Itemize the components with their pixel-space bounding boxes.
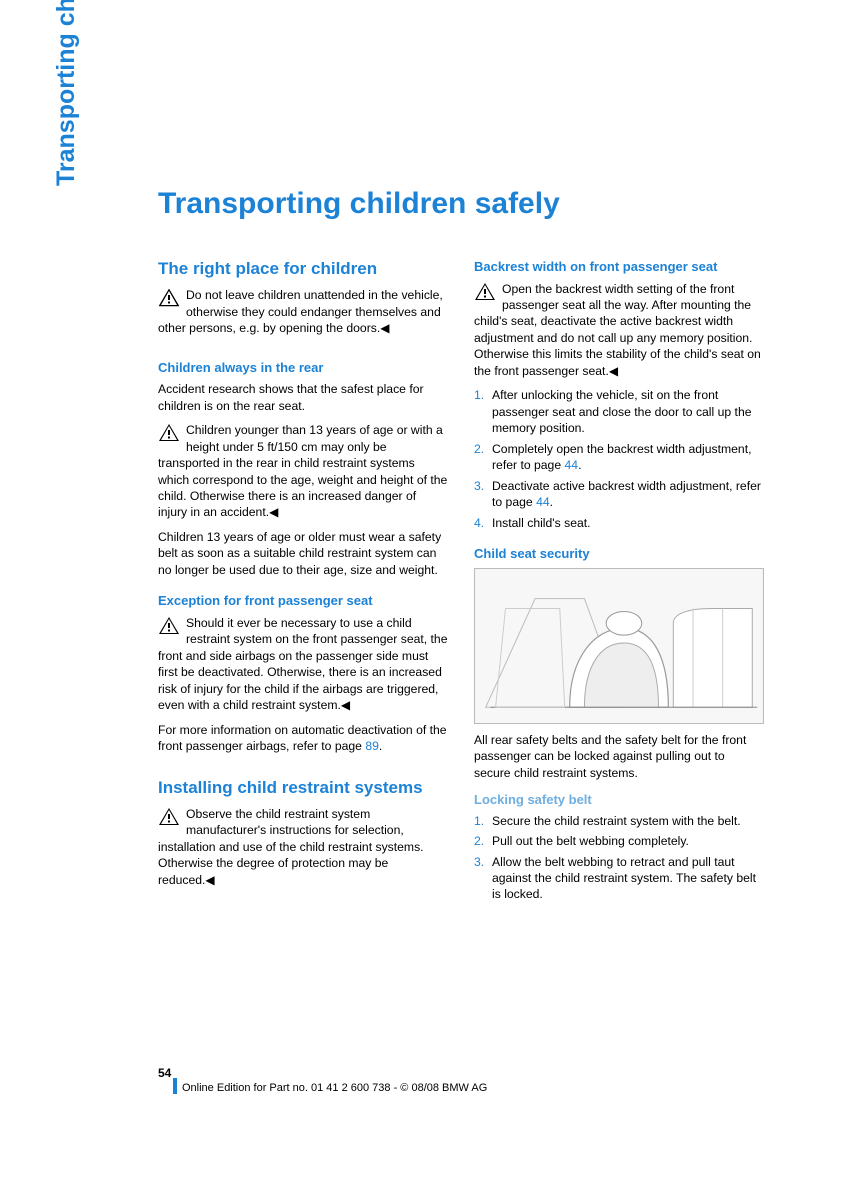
list-number: 1. bbox=[474, 813, 492, 829]
para-over-13: Children 13 years of age or older must w… bbox=[158, 529, 448, 578]
para-belt-lock: All rear safety belts and the safety bel… bbox=[474, 732, 764, 781]
list-item: 2.Completely open the backrest width adj… bbox=[474, 441, 764, 474]
list-item: 1.Secure the child restraint system with… bbox=[474, 813, 764, 829]
warning-manufacturer: Observe the child restraint system manuf… bbox=[158, 806, 448, 888]
list-text: Completely open the backrest width adjus… bbox=[492, 441, 764, 474]
page-ref-44[interactable]: 44 bbox=[536, 495, 550, 509]
para-airbag-ref: For more information on automatic deacti… bbox=[158, 722, 448, 755]
page-title: Transporting children safely bbox=[158, 187, 560, 221]
heading-backrest-width: Backrest width on front passenger seat bbox=[474, 258, 764, 276]
footer-text: Online Edition for Part no. 01 41 2 600 … bbox=[182, 1082, 487, 1094]
list-number: 2. bbox=[474, 833, 492, 849]
heading-exception-front: Exception for front passenger seat bbox=[158, 592, 448, 610]
right-column: Backrest width on front passenger seat O… bbox=[474, 258, 764, 911]
list-text: Install child's seat. bbox=[492, 515, 591, 531]
list-item: 2.Pull out the belt webbing completely. bbox=[474, 833, 764, 849]
list-number: 1. bbox=[474, 387, 492, 436]
warning-icon bbox=[158, 423, 180, 442]
list-item: 3.Deactivate active backrest width adjus… bbox=[474, 478, 764, 511]
child-seat-illustration bbox=[474, 568, 764, 724]
locking-steps: 1.Secure the child restraint system with… bbox=[474, 813, 764, 903]
list-item: 1.After unlocking the vehicle, sit on th… bbox=[474, 387, 764, 436]
page-ref-44[interactable]: 44 bbox=[565, 458, 579, 472]
warning-backrest: Open the backrest width setting of the f… bbox=[474, 281, 764, 380]
list-text: After unlocking the vehicle, sit on the … bbox=[492, 387, 764, 436]
text: . bbox=[379, 739, 382, 753]
text: For more information on automatic deacti… bbox=[158, 723, 447, 753]
list-text: Allow the belt webbing to retract and pu… bbox=[492, 854, 764, 903]
footer-accent-bar bbox=[173, 1078, 177, 1094]
list-number: 4. bbox=[474, 515, 492, 531]
heading-locking-belt: Locking safety belt bbox=[474, 791, 764, 809]
page-ref-89[interactable]: 89 bbox=[365, 739, 379, 753]
warning-under-13: Children younger than 13 years of age or… bbox=[158, 422, 448, 521]
backrest-steps: 1.After unlocking the vehicle, sit on th… bbox=[474, 387, 764, 531]
warning-text: Observe the child restraint system manuf… bbox=[158, 807, 424, 887]
warning-unattended: Do not leave children unattended in the … bbox=[158, 287, 448, 336]
list-number: 3. bbox=[474, 478, 492, 511]
list-text: Secure the child restraint system with t… bbox=[492, 813, 741, 829]
warning-icon bbox=[474, 282, 496, 301]
list-number: 2. bbox=[474, 441, 492, 474]
content-area: The right place for children Do not leav… bbox=[158, 258, 764, 911]
warning-text: Do not leave children unattended in the … bbox=[158, 288, 443, 335]
heading-children-rear: Children always in the rear bbox=[158, 359, 448, 377]
heading-installing: Installing child restraint systems bbox=[158, 777, 448, 798]
side-tab: Transporting children safely bbox=[52, 0, 81, 186]
heading-child-seat-security: Child seat security bbox=[474, 545, 764, 563]
warning-icon bbox=[158, 288, 180, 307]
page-number: 54 bbox=[158, 1066, 171, 1080]
list-text: Deactivate active backrest width adjustm… bbox=[492, 478, 764, 511]
list-number: 3. bbox=[474, 854, 492, 903]
left-column: The right place for children Do not leav… bbox=[158, 258, 448, 911]
warning-text: Open the backrest width setting of the f… bbox=[474, 282, 761, 378]
list-item: 3.Allow the belt webbing to retract and … bbox=[474, 854, 764, 903]
warning-icon bbox=[158, 616, 180, 635]
warning-front-seat: Should it ever be necessary to use a chi… bbox=[158, 615, 448, 714]
warning-text: Should it ever be necessary to use a chi… bbox=[158, 616, 448, 712]
heading-right-place: The right place for children bbox=[158, 258, 448, 279]
warning-text: Children younger than 13 years of age or… bbox=[158, 423, 447, 519]
warning-icon bbox=[158, 807, 180, 826]
list-item: 4.Install child's seat. bbox=[474, 515, 764, 531]
list-text: Pull out the belt webbing completely. bbox=[492, 833, 689, 849]
para-accident-research: Accident research shows that the safest … bbox=[158, 381, 448, 414]
